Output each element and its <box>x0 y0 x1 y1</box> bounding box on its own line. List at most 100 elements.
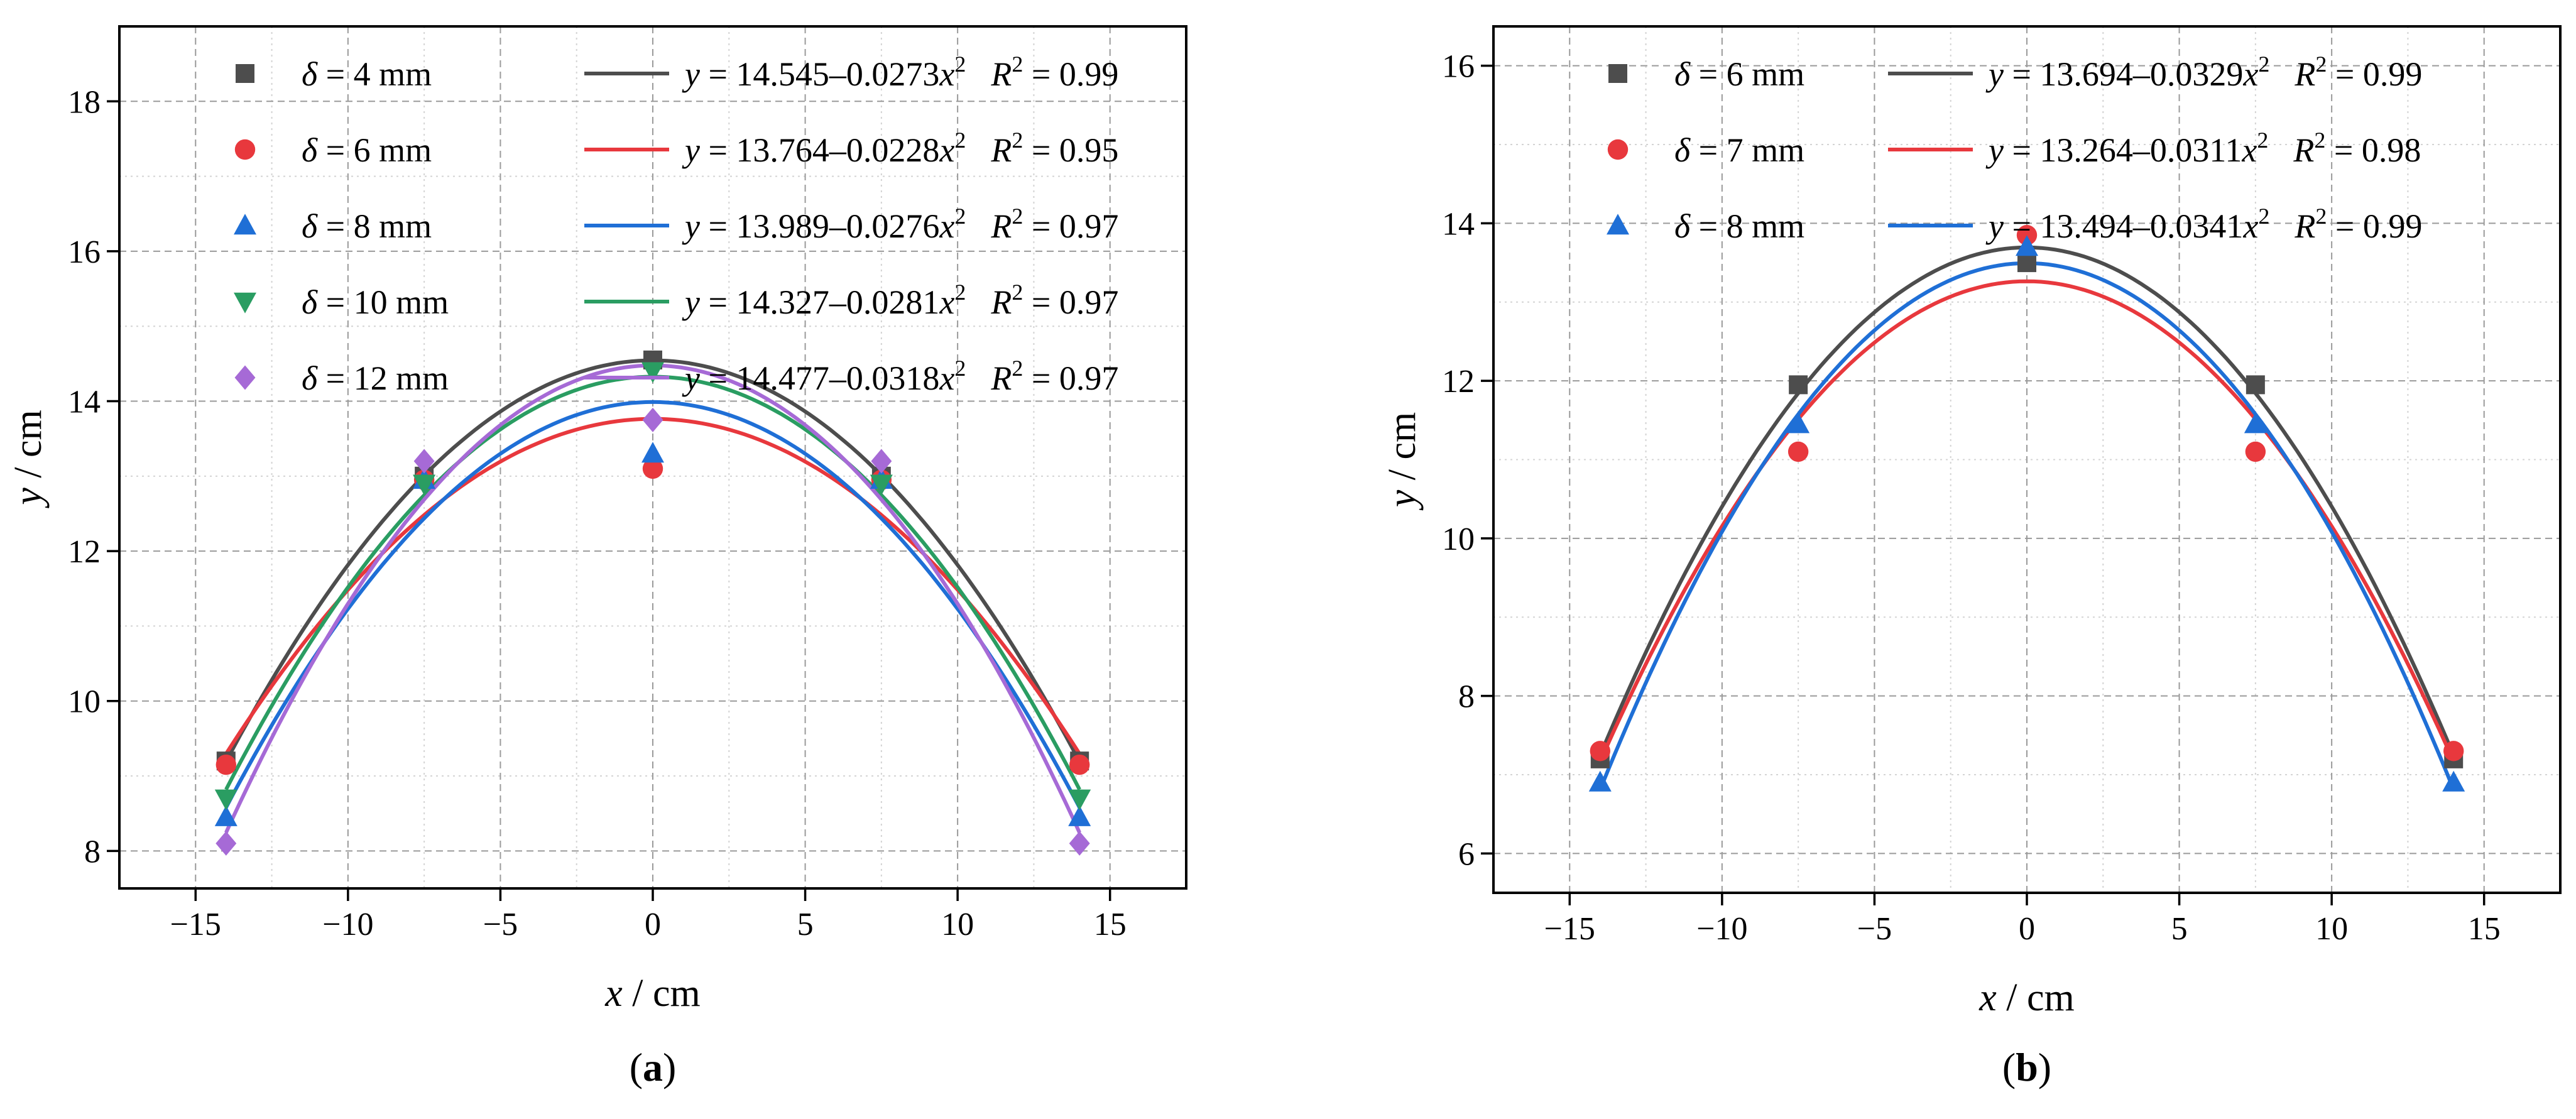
y-tick-label: 6 <box>1458 836 1475 872</box>
panel-paren-open: ( <box>2002 1045 2016 1089</box>
data-point-s4-4 <box>870 474 893 496</box>
legend-delta: δ <box>302 55 318 93</box>
legend-equation-2: y = 13.764–0.0228x2 R2 = 0.95 <box>682 128 1118 169</box>
x-tick-label: −5 <box>483 907 518 942</box>
panel-label: (a) <box>630 1045 677 1089</box>
y-axis-var: y <box>7 488 50 509</box>
data-point-s3-5 <box>2442 770 2465 792</box>
legend-equation-2: y = 13.264–0.0311x2 R2 = 0.98 <box>1985 128 2421 169</box>
eq-x: x <box>939 131 954 169</box>
eq-y: y <box>682 55 700 93</box>
legend-label-2: δ = 6 mm <box>302 131 432 169</box>
data-point-s5-5 <box>1069 831 1090 856</box>
y-tick-label: 10 <box>1442 521 1475 557</box>
eq-exponent: 2 <box>2257 128 2268 153</box>
legend-delta-value: = 12 mm <box>317 359 449 397</box>
y-axis-unit: cm <box>7 410 50 457</box>
legend-marker-1 <box>236 64 254 83</box>
x-tick-label: 15 <box>2468 911 2501 947</box>
data-point-s3-3 <box>641 442 664 463</box>
panel-paren-open: ( <box>630 1045 643 1089</box>
eq-y: y <box>682 131 700 169</box>
eq-r: R <box>990 55 1012 93</box>
legend-marker-3 <box>234 214 256 235</box>
legend-label-1: δ = 6 mm <box>1674 55 1804 93</box>
eq-y: y <box>682 207 700 245</box>
data-point-s3-1 <box>214 805 237 826</box>
eq-r: R <box>990 359 1012 397</box>
data-point-s4-3 <box>641 362 664 383</box>
legend-delta-value: = 6 mm <box>1690 55 1804 93</box>
data-point-s2-5 <box>2443 741 2464 761</box>
eq-x: x <box>939 207 954 245</box>
y-axis-var: y <box>1381 489 1424 511</box>
y-tick-label: 14 <box>68 385 101 420</box>
eq-exponent: 2 <box>954 356 966 381</box>
legend-marker-1 <box>1608 64 1627 83</box>
y-tick-label: 10 <box>68 684 101 720</box>
data-point-s5-1 <box>216 831 237 856</box>
data-point-s3-4 <box>2244 412 2267 434</box>
eq-r-exponent: 2 <box>1012 356 1023 381</box>
eq-r: R <box>990 131 1012 169</box>
legend-equation-1: y = 13.694–0.0329x2 R2 = 0.99 <box>1985 52 2422 93</box>
data-point-s3-3 <box>2016 235 2038 256</box>
y-axis-unit: cm <box>1381 412 1424 460</box>
eq-x: x <box>939 55 954 93</box>
legend-delta-value: = 6 mm <box>317 131 432 169</box>
eq-r2-value: = 0.99 <box>2327 55 2422 93</box>
y-axis-title: y / cm <box>7 410 50 509</box>
eq-r-exponent: 2 <box>1012 280 1023 305</box>
y-axis-sep: / <box>7 457 50 488</box>
legend-equation-5: y = 14.477–0.0318x2 R2 = 0.97 <box>682 356 1118 397</box>
panel-paren-close: ) <box>663 1045 676 1089</box>
y-tick-label: 16 <box>68 234 101 270</box>
eq-r: R <box>2294 207 2315 245</box>
x-tick-label: 5 <box>2171 911 2188 947</box>
legend-delta-value: = 8 mm <box>1690 207 1804 245</box>
legend-equation-3: y = 13.494–0.0341x2 R2 = 0.99 <box>1985 204 2422 245</box>
legend-marker-5 <box>234 365 256 390</box>
legend-label-2: δ = 7 mm <box>1674 131 1804 169</box>
eq-r2-value: = 0.99 <box>2327 207 2422 245</box>
eq-exponent: 2 <box>954 52 966 77</box>
eq-exponent: 2 <box>2258 52 2269 77</box>
legend-label-5: δ = 12 mm <box>302 359 449 397</box>
y-tick-label: 16 <box>1442 49 1475 85</box>
eq-y: y <box>682 283 700 321</box>
eq-exponent: 2 <box>2258 204 2269 229</box>
eq-coeffs: = 13.764–0.0228 <box>700 131 939 169</box>
data-point-s2-5 <box>1069 754 1090 775</box>
eq-y: y <box>1985 207 2004 245</box>
eq-exponent: 2 <box>954 280 966 305</box>
y-tick-label: 12 <box>68 534 101 570</box>
legend-marker-2 <box>234 139 256 160</box>
x-axis-unit: cm <box>2027 976 2075 1019</box>
legend-label-1: δ = 4 mm <box>302 55 432 93</box>
eq-r: R <box>2293 131 2314 169</box>
data-point-s5-2 <box>413 449 435 474</box>
eq-x: x <box>939 359 954 397</box>
data-point-s2-2 <box>1787 441 1809 462</box>
eq-x: x <box>2242 55 2258 93</box>
legend-delta-value: = 10 mm <box>317 283 449 321</box>
eq-r: R <box>990 207 1012 245</box>
eq-r-exponent: 2 <box>2314 128 2325 153</box>
x-tick-label: −15 <box>1544 911 1595 947</box>
x-tick-label: 15 <box>1094 907 1127 942</box>
panel-letter: a <box>643 1045 663 1089</box>
y-tick-label: 14 <box>1442 206 1475 242</box>
x-axis-sep: / <box>1997 976 2027 1019</box>
x-tick-label: 10 <box>2315 911 2348 947</box>
data-point-s3-5 <box>1068 805 1091 826</box>
data-point-s1-4 <box>2246 375 2265 395</box>
y-tick-label: 8 <box>84 834 101 870</box>
eq-r-exponent: 2 <box>1012 52 1023 77</box>
data-point-s2-1 <box>216 754 236 775</box>
data-point-s5-3 <box>642 407 663 432</box>
x-tick-label: 10 <box>941 907 974 942</box>
data-point-s5-4 <box>871 449 892 474</box>
eq-r-exponent: 2 <box>2315 52 2327 77</box>
legend-label-3: δ = 8 mm <box>302 207 432 245</box>
legend-delta: δ <box>1674 55 1691 93</box>
